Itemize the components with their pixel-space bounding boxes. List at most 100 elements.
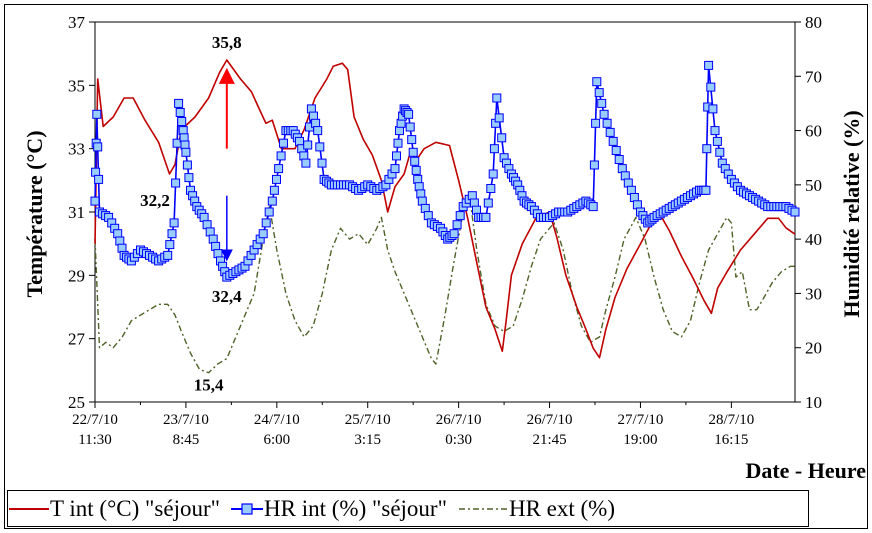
data-point bbox=[706, 82, 716, 92]
data-point bbox=[611, 146, 621, 155]
data-point bbox=[315, 142, 325, 152]
series-line-0 bbox=[94, 59, 796, 359]
data-point bbox=[163, 250, 173, 260]
series-line-1 bbox=[94, 64, 796, 278]
annotations: 35,8 32,2 32,4 15,4 bbox=[140, 33, 242, 395]
x-tick-label-date: 27/7/10 bbox=[618, 412, 664, 428]
y-tick-label: 29 bbox=[68, 266, 85, 285]
data-point bbox=[392, 151, 401, 161]
data-point bbox=[497, 133, 507, 143]
y2-tick-label: 70 bbox=[805, 67, 822, 86]
data-point bbox=[404, 109, 414, 119]
data-point bbox=[591, 118, 601, 128]
legend-swatch-hr-ext bbox=[458, 507, 507, 510]
data-point bbox=[405, 122, 415, 132]
annotation-label: 15,4 bbox=[194, 376, 224, 395]
data-point bbox=[303, 140, 313, 150]
data-point bbox=[602, 118, 612, 128]
y2-tick-label: 30 bbox=[805, 284, 822, 303]
data-point bbox=[489, 144, 499, 154]
data-point bbox=[704, 60, 714, 70]
legend-item-hr-int: HR int (%) "séjour" bbox=[230, 496, 447, 522]
data-point bbox=[702, 144, 712, 154]
x-tick-label-time: 0:30 bbox=[445, 432, 472, 448]
data-point bbox=[93, 142, 103, 152]
data-point bbox=[167, 229, 177, 239]
x-tick-label-time: 21:45 bbox=[532, 432, 566, 448]
x-tick-label-time: 3:15 bbox=[354, 432, 381, 448]
data-point bbox=[177, 117, 187, 126]
data-point bbox=[182, 160, 192, 170]
data-point bbox=[90, 196, 100, 206]
legend-item-t-int: T int (°C) "séjour" bbox=[8, 496, 220, 522]
chart-frame bbox=[4, 4, 868, 529]
x-tick-label-date: 26/7/10 bbox=[436, 412, 482, 428]
data-point bbox=[92, 109, 102, 119]
x-tick-label-date: 22/7/10 bbox=[72, 412, 118, 428]
data-point bbox=[390, 164, 400, 174]
x-tick-label-date: 25/7/10 bbox=[345, 412, 391, 428]
y2-tick-label: 60 bbox=[805, 122, 822, 141]
data-point bbox=[184, 173, 194, 183]
series-layer bbox=[90, 59, 800, 374]
data-point bbox=[449, 229, 459, 239]
data-point bbox=[313, 126, 323, 136]
data-point bbox=[274, 164, 284, 174]
legend-swatch-t-int bbox=[9, 507, 49, 510]
data-point bbox=[481, 212, 491, 222]
y2-tick-label: 20 bbox=[805, 339, 822, 358]
data-point bbox=[171, 178, 181, 188]
data-point bbox=[165, 240, 175, 250]
y-axis-left: 25 27 29 31 33 35 37 bbox=[68, 13, 95, 412]
data-point bbox=[608, 136, 618, 146]
data-point bbox=[712, 136, 722, 146]
data-point bbox=[317, 158, 327, 168]
legend-label-hr-int: HR int (%) "séjour" bbox=[264, 495, 447, 521]
data-point bbox=[790, 207, 800, 217]
data-point bbox=[181, 147, 191, 157]
x-tick-label-time: 16:15 bbox=[714, 432, 748, 448]
y-tick-label: 33 bbox=[68, 140, 85, 159]
data-point bbox=[597, 98, 607, 108]
data-point bbox=[589, 160, 599, 170]
x-tick-label-time: 6:00 bbox=[263, 432, 290, 448]
data-point bbox=[592, 77, 602, 87]
data-point bbox=[605, 127, 615, 137]
legend-label-t-int: T int (°C) "séjour" bbox=[50, 495, 221, 521]
x-axis-label: Date - Heure bbox=[745, 458, 866, 483]
y-tick-label: 35 bbox=[68, 76, 85, 95]
x-tick-label-time: 8:45 bbox=[173, 432, 200, 448]
x-tick-label-date: 24/7/10 bbox=[254, 412, 300, 428]
legend-item-hr-ext: HR ext (%) bbox=[457, 496, 615, 522]
data-point bbox=[301, 158, 311, 168]
data-point bbox=[411, 165, 421, 175]
y2-tick-label: 10 bbox=[805, 393, 822, 412]
data-point bbox=[701, 185, 711, 195]
data-point bbox=[169, 218, 179, 228]
x-tick-label-date: 23/7/10 bbox=[163, 412, 209, 428]
y2-tick-label: 50 bbox=[805, 176, 822, 195]
data-point bbox=[267, 196, 277, 206]
x-tick-label-date: 26/7/10 bbox=[527, 412, 573, 428]
data-point bbox=[455, 211, 465, 221]
data-point bbox=[279, 138, 288, 148]
legend-swatch-hr-int bbox=[231, 502, 264, 515]
x-tick-label-time: 11:30 bbox=[78, 432, 112, 448]
legend-label-hr-ext: HR ext (%) bbox=[508, 495, 615, 521]
data-point bbox=[258, 229, 268, 239]
y-axis-right: 10 20 30 40 50 60 70 80 bbox=[795, 13, 822, 412]
data-point bbox=[269, 185, 279, 195]
data-point bbox=[276, 151, 286, 161]
data-point bbox=[272, 174, 281, 184]
data-point bbox=[594, 88, 604, 98]
data-point bbox=[452, 220, 462, 230]
series-line-2 bbox=[94, 194, 795, 374]
y2-tick-label: 40 bbox=[805, 230, 822, 249]
y-tick-label: 25 bbox=[68, 393, 85, 412]
data-point bbox=[407, 135, 417, 145]
y-tick-label: 31 bbox=[68, 203, 85, 222]
y2-tick-label: 80 bbox=[805, 13, 822, 32]
y-tick-label: 27 bbox=[68, 330, 86, 349]
y-axis-label: Température (°C) bbox=[22, 130, 47, 297]
